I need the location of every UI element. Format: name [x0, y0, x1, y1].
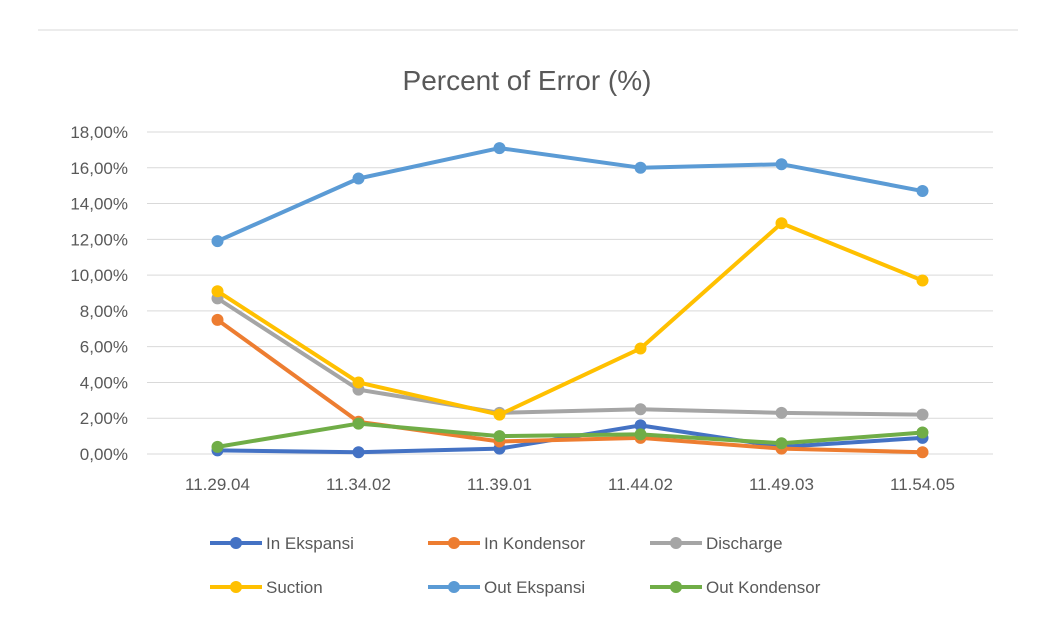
data-point: [916, 446, 929, 459]
legend-marker: [448, 581, 460, 593]
legend-label: In Ekspansi: [266, 534, 354, 553]
series-lines: [211, 142, 929, 459]
x-tick-label: 11.34.02: [326, 475, 391, 494]
data-point: [916, 408, 929, 421]
series-line: [215, 221, 925, 417]
legend-label: In Kondensor: [484, 534, 585, 553]
x-tick-label: 11.49.03: [749, 475, 814, 494]
x-tick-label: 11.44.02: [608, 475, 673, 494]
legend-label: Discharge: [706, 534, 783, 553]
series-line: [215, 421, 925, 449]
y-tick-label: 16,00%: [70, 159, 128, 178]
data-point: [211, 285, 224, 298]
legend-marker: [670, 537, 682, 549]
x-tick-label: 11.29.04: [185, 475, 250, 494]
y-tick-label: 10,00%: [70, 266, 128, 285]
legend-item: Suction: [210, 578, 323, 597]
x-tick-label: 11.39.01: [467, 475, 532, 494]
legend-marker: [448, 537, 460, 549]
data-point: [493, 430, 506, 443]
y-tick-label: 18,00%: [70, 123, 128, 142]
legend-label: Out Ekspansi: [484, 578, 585, 597]
series-line: [215, 146, 925, 244]
legend-label: Suction: [266, 578, 323, 597]
series-out-kondensor: [211, 417, 929, 453]
legend-marker: [230, 581, 242, 593]
data-point: [916, 185, 929, 198]
y-tick-label: 12,00%: [70, 230, 128, 249]
y-tick-label: 6,00%: [80, 338, 128, 357]
data-point: [634, 403, 647, 416]
series-line: [215, 317, 925, 455]
x-axis-tick-labels: 11.29.04 11.34.02 11.39.01 11.44.02 11.49.03…: [185, 475, 955, 494]
data-point: [352, 417, 365, 430]
data-point: [775, 158, 788, 171]
data-point: [916, 274, 929, 287]
data-point: [211, 313, 224, 326]
data-point: [775, 406, 788, 419]
y-tick-label: 4,00%: [80, 373, 128, 392]
series-out-ekspansi: [211, 142, 929, 248]
legend-item: Out Kondensor: [650, 578, 821, 597]
data-point: [352, 446, 365, 459]
data-point: [352, 376, 365, 389]
data-point: [775, 217, 788, 230]
data-point: [493, 408, 506, 421]
data-point: [211, 235, 224, 248]
y-tick-label: 2,00%: [80, 409, 128, 428]
y-tick-label: 0,00%: [80, 445, 128, 464]
chart-title: Percent of Error (%): [403, 65, 652, 96]
series-suction: [211, 217, 929, 421]
y-axis-tick-labels: 0,00% 2,00% 4,00% 6,00% 8,00% 10,00% 12,00% 14,…: [70, 123, 128, 464]
data-point: [916, 426, 929, 439]
data-point: [634, 419, 647, 432]
legend-label: Out Kondensor: [706, 578, 821, 597]
data-point: [634, 428, 647, 441]
data-point: [634, 161, 647, 174]
legend-marker: [230, 537, 242, 549]
data-point: [211, 440, 224, 453]
legend: In Ekspansi In Kondensor Discharge Suction O…: [210, 534, 821, 597]
data-point: [775, 437, 788, 450]
legend-item: In Kondensor: [428, 534, 585, 553]
data-point: [352, 172, 365, 185]
legend-item: Discharge: [650, 534, 783, 553]
gridlines: [147, 131, 993, 455]
x-tick-label: 11.54.05: [890, 475, 955, 494]
legend-item: Out Ekspansi: [428, 578, 585, 597]
legend-item: In Ekspansi: [210, 534, 354, 553]
legend-marker: [670, 581, 682, 593]
data-point: [493, 142, 506, 155]
y-tick-label: 14,00%: [70, 195, 128, 214]
data-point: [634, 342, 647, 355]
y-tick-label: 8,00%: [80, 302, 128, 321]
series-line: [215, 296, 925, 417]
